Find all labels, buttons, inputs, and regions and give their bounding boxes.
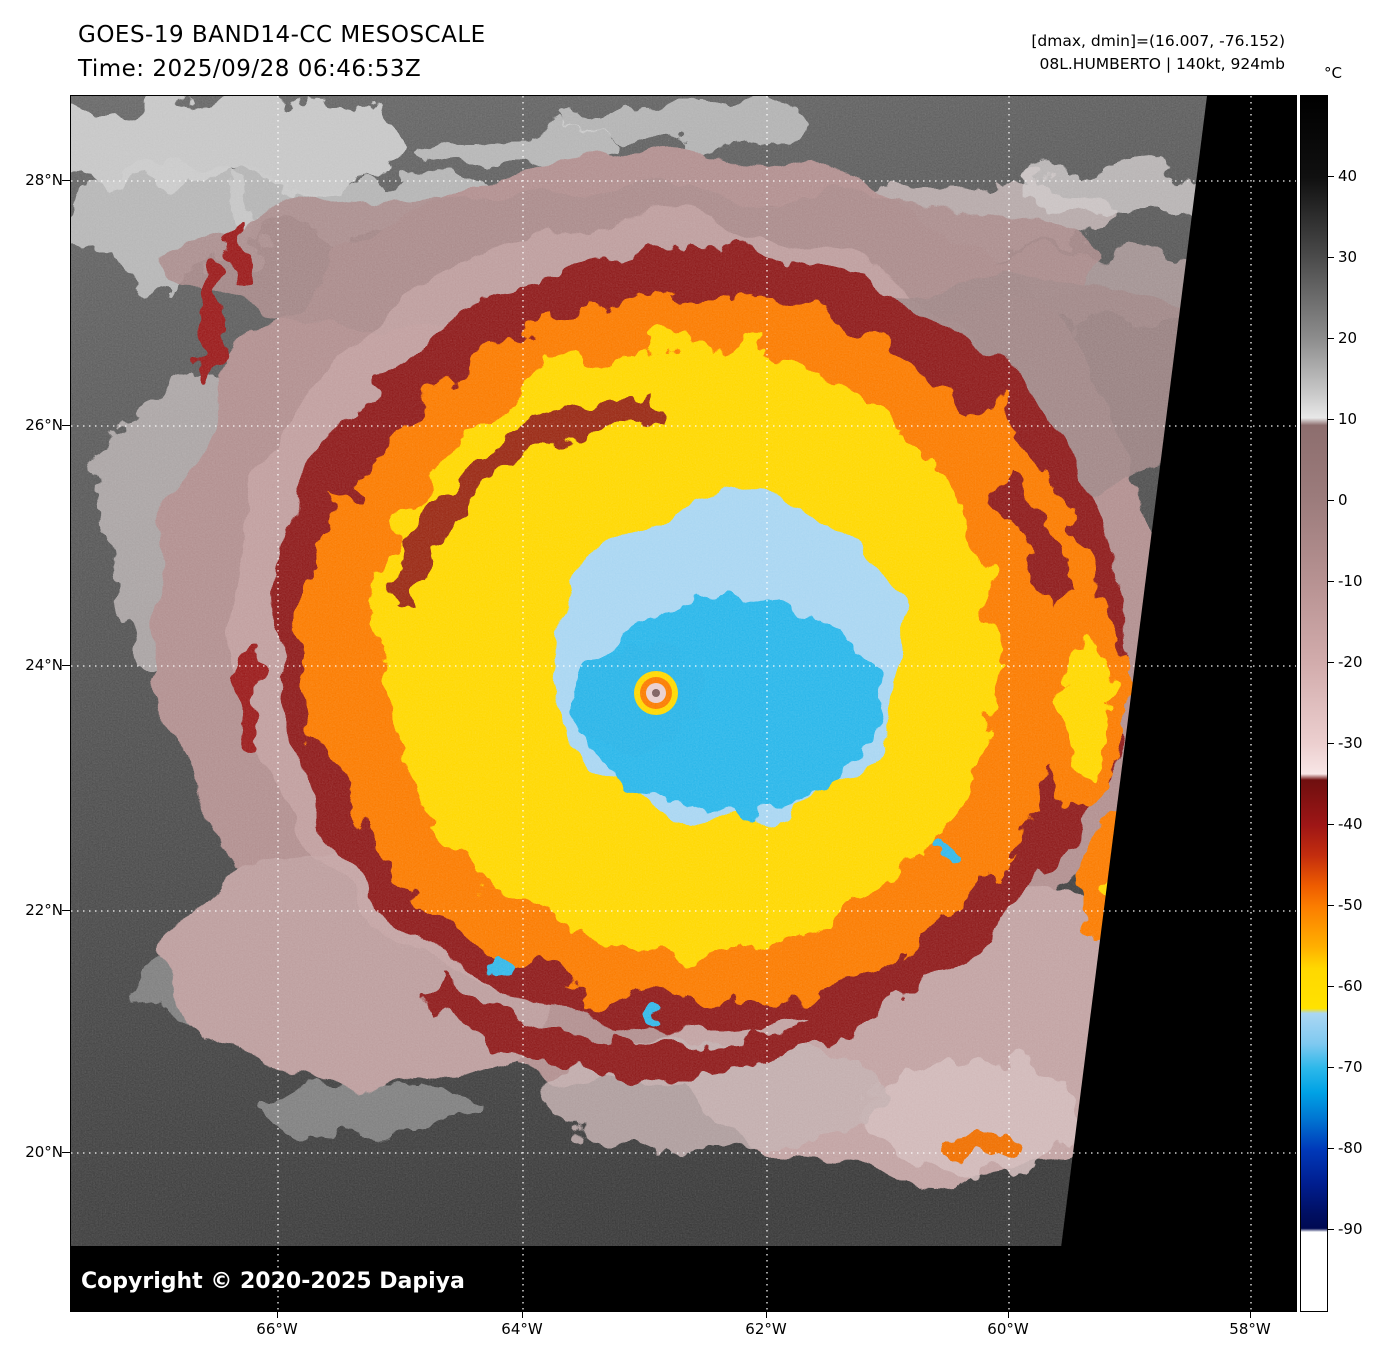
colorbar-tick <box>1328 662 1334 663</box>
lon-axis-label: 64°W <box>501 1320 543 1338</box>
lat-axis-label: 20°N <box>25 1143 63 1161</box>
lon-axis-label: 58°W <box>1229 1320 1271 1338</box>
colorbar-tick <box>1328 1148 1334 1149</box>
colorbar-unit-label: °C <box>1324 64 1342 82</box>
scan-edge-black-region <box>1053 96 1296 1311</box>
lat-axis-label: 28°N <box>25 171 63 189</box>
colorbar-tick <box>1328 338 1334 339</box>
colorbar-tick-label: -10 <box>1338 572 1363 590</box>
colorbar-tick <box>1328 176 1334 177</box>
map-plot: Copyright © 2020-2025 Dapiya <box>70 95 1297 1312</box>
lon-axis-tick <box>766 1311 767 1318</box>
colorbar-tick-label: 40 <box>1338 167 1358 185</box>
colorbar-tick-label: 30 <box>1338 248 1358 266</box>
lat-axis-tick <box>62 1152 70 1153</box>
timestamp-label: Time: 2025/09/28 06:46:53Z <box>78 56 422 82</box>
colorbar-tick-label: 0 <box>1338 491 1348 509</box>
lon-axis-tick <box>522 1311 523 1318</box>
colorbar-tick-label: -90 <box>1338 1220 1363 1238</box>
lat-axis-tick <box>62 425 70 426</box>
colorbar-tick-label: -60 <box>1338 977 1363 995</box>
satellite-image: Copyright © 2020-2025 Dapiya <box>71 96 1296 1311</box>
colorbar-tick <box>1328 500 1334 501</box>
colorbar-tick-label: -20 <box>1338 653 1363 671</box>
storm-info-label: 08L.HUMBERTO | 140kt, 924mb <box>1039 55 1286 73</box>
colorbar-tick-label: -30 <box>1338 734 1363 752</box>
colorbar-tick <box>1328 581 1334 582</box>
colorbar-tick-label: -40 <box>1338 815 1363 833</box>
colorbar-tick-label: -70 <box>1338 1058 1363 1076</box>
bottom-black-band <box>71 1246 1296 1311</box>
colorbar-tick <box>1328 1067 1334 1068</box>
lat-axis-tick <box>62 180 70 181</box>
lon-axis-tick <box>1250 1311 1251 1318</box>
copyright-label: Copyright © 2020-2025 Dapiya <box>81 1269 465 1294</box>
colorbar-tick <box>1328 905 1334 906</box>
colorbar-tick <box>1328 743 1334 744</box>
colorbar-tick <box>1328 986 1334 987</box>
lat-axis-label: 26°N <box>25 416 63 434</box>
colorbar <box>1300 95 1328 1312</box>
lat-axis-label: 24°N <box>25 656 63 674</box>
lon-axis-tick <box>277 1311 278 1318</box>
colorbar-tick-label: 10 <box>1338 410 1358 428</box>
product-title: GOES-19 BAND14-CC MESOSCALE <box>78 22 486 48</box>
lat-axis-label: 22°N <box>25 901 63 919</box>
colorbar-tick <box>1328 257 1334 258</box>
colorbar-tick-label: -50 <box>1338 896 1363 914</box>
lat-axis-tick <box>62 665 70 666</box>
colorbar-tick <box>1328 824 1334 825</box>
lon-axis-label: 66°W <box>256 1320 298 1338</box>
colorbar-tick <box>1328 419 1334 420</box>
dmax-dmin-label: [dmax, dmin]=(16.007, -76.152) <box>1031 32 1285 50</box>
colorbar-tick <box>1328 1229 1334 1230</box>
lat-axis-tick <box>62 910 70 911</box>
lon-axis-label: 60°W <box>987 1320 1029 1338</box>
lon-axis-tick <box>1008 1311 1009 1318</box>
colorbar-tick-label: -80 <box>1338 1139 1363 1157</box>
colorbar-tick-label: 20 <box>1338 329 1358 347</box>
lon-axis-label: 62°W <box>745 1320 787 1338</box>
graticule <box>71 96 1296 1311</box>
